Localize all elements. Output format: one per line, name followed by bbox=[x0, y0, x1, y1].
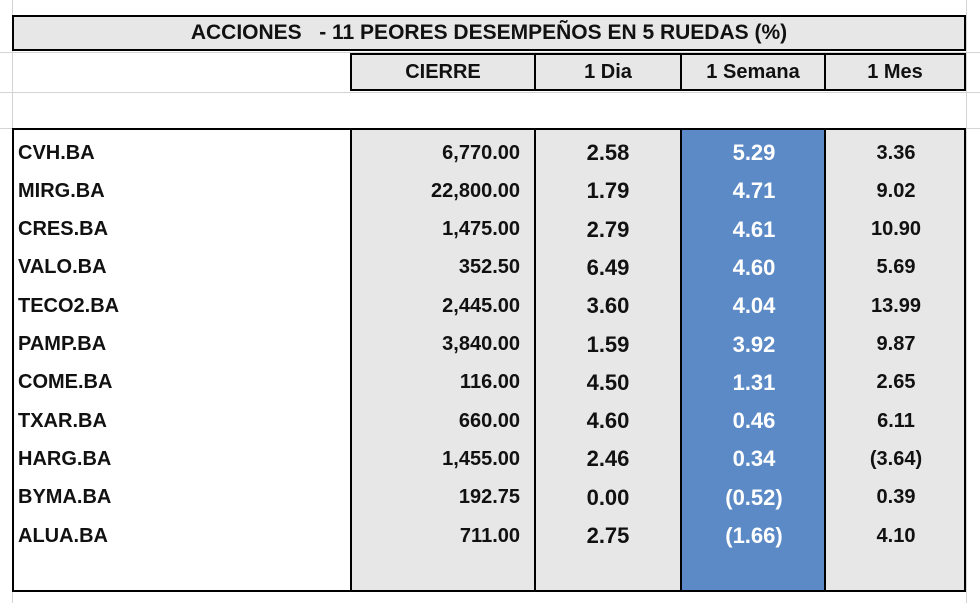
table-row[interactable]: TXAR.BA 660.00 4.60 0.46 6.11 bbox=[12, 402, 966, 440]
table-row[interactable]: MIRG.BA 22,800.00 1.79 4.71 9.02 bbox=[12, 172, 966, 210]
ticker-cell[interactable]: TXAR.BA bbox=[18, 409, 107, 432]
ticker-cell[interactable]: BYMA.BA bbox=[18, 486, 112, 509]
semana-cell[interactable]: 1.31 bbox=[732, 369, 776, 395]
ticker-cell[interactable]: PAMP.BA bbox=[18, 333, 107, 355]
mes-cell[interactable]: 6.11 bbox=[877, 409, 915, 432]
mes-cell[interactable]: 5.69 bbox=[876, 256, 916, 279]
semana-cell[interactable]: 4.04 bbox=[732, 293, 776, 319]
mes-cell[interactable]: 0.39 bbox=[876, 486, 916, 509]
cierre-cell[interactable]: 2,445.00 bbox=[442, 294, 520, 317]
mes-cell[interactable]: (3.64) bbox=[869, 447, 923, 470]
dia-cell[interactable]: 4.60 bbox=[586, 408, 630, 434]
semana-column-border bbox=[680, 128, 826, 592]
ticker-cell[interactable]: VALO.BA bbox=[18, 256, 107, 279]
table-row[interactable]: TECO2.BA 2,445.00 3.60 4.04 13.99 bbox=[12, 287, 966, 325]
table-row[interactable]: CVH.BA 6,770.00 2.58 5.29 3.36 bbox=[12, 134, 966, 172]
dia-cell[interactable]: 3.60 bbox=[586, 293, 630, 319]
mes-cell[interactable]: 9.87 bbox=[876, 333, 916, 355]
semana-cell[interactable]: (1.66) bbox=[725, 523, 783, 548]
cierre-cell[interactable]: 711.00 bbox=[459, 524, 520, 547]
data-panel-gray bbox=[826, 128, 966, 590]
cierre-cell[interactable]: 352.50 bbox=[458, 256, 520, 279]
ticker-cell[interactable]: HARG.BA bbox=[18, 447, 112, 470]
ticker-cell[interactable]: CRES.BA bbox=[18, 218, 109, 241]
dia-cell[interactable]: 2.58 bbox=[586, 140, 630, 165]
semana-cell[interactable]: 4.71 bbox=[732, 178, 776, 204]
mes-cell[interactable]: 3.36 bbox=[876, 141, 916, 164]
header-1-mes[interactable]: 1 Mes bbox=[824, 53, 966, 91]
ticker-cell[interactable]: ALUA.BA bbox=[18, 524, 108, 547]
cierre-cell[interactable]: 1,475.00 bbox=[442, 218, 520, 241]
mes-cell[interactable]: 10.90 bbox=[870, 218, 922, 241]
gridline bbox=[0, 52, 980, 53]
table-row[interactable]: VALO.BA 352.50 6.49 4.60 5.69 bbox=[12, 249, 966, 287]
gridline bbox=[0, 92, 980, 93]
semana-cell[interactable]: 4.60 bbox=[732, 254, 776, 280]
cierre-cell[interactable]: 3,840.00 bbox=[442, 333, 520, 355]
ticker-cell[interactable]: TECO2.BA bbox=[18, 294, 120, 317]
cierre-cell[interactable]: 660.00 bbox=[458, 409, 520, 432]
semana-cell[interactable]: 0.46 bbox=[732, 408, 776, 434]
table-row[interactable]: COME.BA 116.00 4.50 1.31 2.65 bbox=[12, 364, 966, 402]
dia-cell[interactable]: 0.00 bbox=[586, 484, 630, 510]
cierre-cell[interactable]: 22,800.00 bbox=[431, 179, 520, 202]
cierre-cell[interactable]: 116.00 bbox=[459, 371, 520, 394]
table-row[interactable]: BYMA.BA 192.75 0.00 (0.52) 0.39 bbox=[12, 479, 966, 517]
dia-cell[interactable]: 2.75 bbox=[586, 523, 630, 548]
mes-cell[interactable]: 4.10 bbox=[876, 524, 916, 547]
semana-highlight bbox=[680, 128, 826, 590]
cierre-cell[interactable]: 6,770.00 bbox=[442, 141, 520, 164]
table-row[interactable]: PAMP.BA 3,840.00 1.59 3.92 9.87 bbox=[12, 326, 966, 364]
table-row[interactable]: CRES.BA 1,475.00 2.79 4.61 10.90 bbox=[12, 211, 966, 249]
table-row[interactable]: ALUA.BA 711.00 2.75 (1.66) 4.10 bbox=[12, 517, 966, 555]
dia-cell[interactable]: 4.50 bbox=[586, 369, 630, 395]
semana-cell[interactable]: 5.29 bbox=[732, 140, 776, 165]
dia-cell[interactable]: 2.79 bbox=[586, 216, 630, 242]
dia-cell[interactable]: 1.59 bbox=[586, 331, 630, 357]
table-row[interactable]: HARG.BA 1,455.00 2.46 0.34 (3.64) bbox=[12, 440, 966, 478]
mes-cell[interactable]: 13.99 bbox=[870, 294, 922, 317]
table-title: ACCIONES - 11 PEORES DESEMPEÑOS EN 5 RUE… bbox=[12, 15, 966, 51]
header-1-semana[interactable]: 1 Semana bbox=[680, 53, 826, 91]
cierre-cell[interactable]: 192.75 bbox=[458, 486, 520, 509]
ticker-cell[interactable]: CVH.BA bbox=[18, 141, 95, 164]
data-panel-gray bbox=[350, 128, 680, 590]
header-1-dia[interactable]: 1 Dia bbox=[534, 53, 682, 91]
header-cierre[interactable]: CIERRE bbox=[350, 53, 536, 91]
mes-cell[interactable]: 9.02 bbox=[876, 179, 916, 202]
cierre-cell[interactable]: 1,455.00 bbox=[442, 447, 520, 470]
semana-cell[interactable]: 0.34 bbox=[732, 446, 776, 472]
ticker-cell[interactable]: MIRG.BA bbox=[18, 179, 105, 202]
dia-cell[interactable]: 1.79 bbox=[586, 178, 630, 204]
gridline bbox=[966, 0, 967, 603]
dia-cell[interactable]: 6.49 bbox=[586, 254, 630, 280]
semana-cell[interactable]: 3.92 bbox=[732, 331, 776, 357]
ticker-cell[interactable]: COME.BA bbox=[18, 371, 113, 394]
mes-cell[interactable]: 2.65 bbox=[876, 371, 916, 394]
ticker-column-border bbox=[12, 128, 352, 592]
semana-cell[interactable]: 4.61 bbox=[732, 216, 776, 242]
dia-cell[interactable]: 2.46 bbox=[586, 446, 630, 472]
semana-cell[interactable]: (0.52) bbox=[725, 484, 783, 510]
